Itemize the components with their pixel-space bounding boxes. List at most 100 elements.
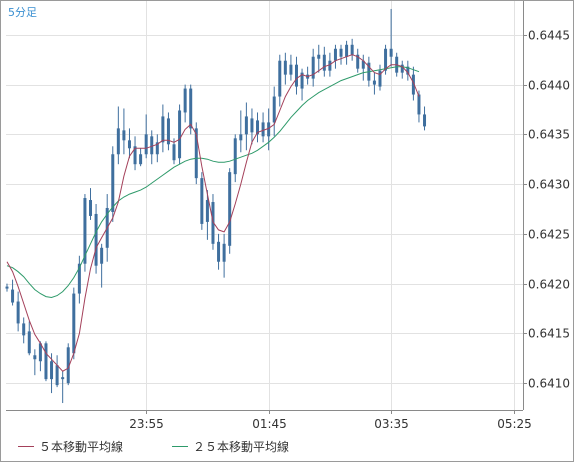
candle-body [217,241,221,262]
sma25-line [6,66,420,299]
candle [166,112,170,151]
candle-body [244,116,248,135]
candle [200,172,204,230]
candle-body [133,146,137,165]
candle-body [384,48,388,71]
candle [83,194,87,272]
candle-body [228,172,232,246]
candle [372,72,376,95]
candle [27,321,31,356]
candle [250,108,254,145]
y-tick-label: 0.6440 [528,79,570,93]
candle [16,291,20,332]
candle-body [411,74,415,95]
x-tick-label: 03:35 [374,417,409,431]
candle [256,112,260,143]
candle [11,279,15,306]
candle-body [189,88,193,129]
candle [384,44,388,75]
candle [244,102,248,151]
candle-body [283,60,287,75]
legend-sma5: ５本移動平均線 [18,438,123,455]
candle-body [155,142,159,155]
candle-body [77,263,81,294]
candle-body [233,138,237,175]
candle-body [317,54,321,59]
candle [339,44,343,65]
candle-body [5,286,9,289]
x-tick-label: 05:25 [497,417,532,431]
candle [345,40,349,65]
candle [122,108,126,155]
candle-body [311,56,315,79]
candle [44,341,48,382]
candle-body [406,66,410,75]
candle-body [100,247,104,264]
candle [406,60,410,81]
candle-body [178,110,182,159]
candle-body [11,289,15,303]
candle [333,44,337,69]
candle [116,106,120,165]
candle-body [328,60,332,71]
candle [289,54,293,81]
candle-body [44,343,48,380]
x-tick-label: 23:55 [129,417,164,431]
candle [423,106,427,131]
y-tick-label: 0.6435 [528,128,570,142]
legend-sma25-label: ２５本移動平均線 [193,440,290,454]
candle-body [278,60,282,97]
legend-sma5-label: ５本移動平均線 [39,440,124,454]
candle [100,243,104,288]
candle [178,104,182,165]
candle-body [356,54,360,69]
candle-body [111,154,115,212]
y-tick-label: 0.6425 [528,228,570,242]
candle-body [61,377,65,380]
candle-body [183,88,187,113]
candle-body [144,134,148,155]
candle-body [38,343,42,362]
candle-body [417,94,421,115]
candle-body [256,120,260,135]
candle-body [345,44,349,57]
candle-body [378,70,382,87]
candle [33,349,37,376]
candle [161,104,165,153]
candle-body [116,128,120,155]
candle [361,54,365,81]
candle-body [72,293,76,354]
candle-body [300,72,304,89]
candle-body [239,134,243,141]
candle-body [127,140,131,149]
candle [233,134,237,183]
y-tick-label: 0.6430 [528,178,570,192]
candle [322,46,326,77]
candle [311,48,315,87]
candle [378,64,382,91]
candle-body [27,331,31,354]
candle [272,86,276,137]
candle-body [94,213,98,266]
candle [66,343,70,386]
candle [300,68,304,101]
candle [89,188,93,220]
candle [283,52,287,85]
candle-body [139,154,143,165]
legend-sma25-swatch [172,446,188,447]
candle [217,233,221,270]
candle-body [55,365,59,386]
candle [389,8,393,67]
candle-body [350,44,354,55]
candle-body [222,243,226,262]
candle [38,341,42,372]
candle [144,114,148,159]
candle-body [89,200,93,216]
sma5-line [6,54,420,372]
candle-body [200,178,204,224]
candle-body [122,130,126,141]
candle [228,168,232,254]
candle-body [423,114,427,127]
candle-body [211,202,215,244]
